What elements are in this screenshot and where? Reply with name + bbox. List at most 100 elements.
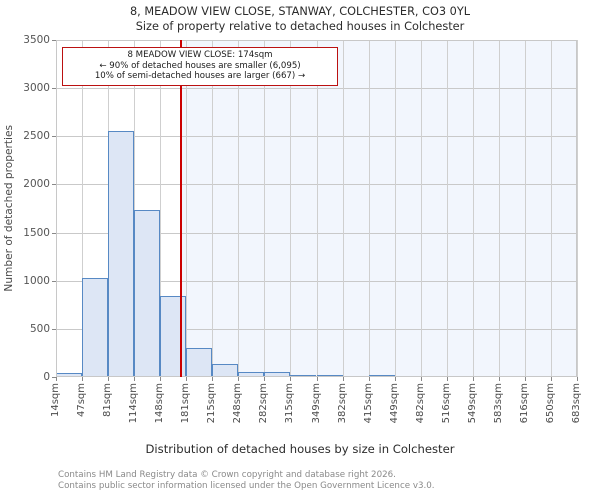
y-tick-500: 500 bbox=[29, 322, 50, 335]
x-tick-282sqm: 282sqm bbox=[258, 383, 270, 424]
x-tick-mark bbox=[160, 377, 162, 381]
gridline-v bbox=[316, 40, 318, 377]
y-tick-mark bbox=[52, 88, 56, 90]
x-tick-mark bbox=[550, 377, 552, 381]
y-tick-2500: 2500 bbox=[23, 130, 50, 143]
x-tick-mark bbox=[577, 377, 578, 381]
gridline-v bbox=[577, 40, 578, 377]
gridline-v bbox=[472, 40, 474, 377]
attribution-footer: Contains HM Land Registry data © Crown c… bbox=[58, 470, 578, 492]
gridline-v bbox=[238, 40, 240, 377]
x-tick-mark bbox=[212, 377, 214, 381]
x-tick-114sqm: 114sqm bbox=[128, 383, 140, 424]
gridline-v bbox=[524, 40, 526, 377]
y-tick-1000: 1000 bbox=[23, 274, 50, 287]
gridline-v bbox=[134, 40, 136, 377]
gridline-v bbox=[186, 40, 188, 377]
bar-349sqm bbox=[316, 375, 343, 377]
y-tick-mark bbox=[52, 328, 56, 330]
gridline-v bbox=[290, 40, 292, 377]
plot-area bbox=[56, 40, 578, 377]
gridline-v bbox=[342, 40, 344, 377]
x-tick-mark bbox=[498, 377, 500, 381]
x-tick-482sqm: 482sqm bbox=[414, 383, 426, 424]
x-tick-mark bbox=[238, 377, 240, 381]
gridline-v bbox=[498, 40, 500, 377]
chart-title-block: 8, MEADOW VIEW CLOSE, STANWAY, COLCHESTE… bbox=[0, 4, 600, 34]
x-tick-mark bbox=[472, 377, 474, 381]
x-tick-mark bbox=[134, 377, 136, 381]
property-annotation-box: 8 MEADOW VIEW CLOSE: 174sqm ← 90% of det… bbox=[62, 47, 338, 86]
bar-248sqm bbox=[238, 371, 265, 377]
y-tick-mark bbox=[52, 377, 56, 378]
x-tick-mark bbox=[368, 377, 370, 381]
gridline-v bbox=[82, 40, 84, 377]
x-tick-616sqm: 616sqm bbox=[518, 383, 530, 424]
chart-subtitle: Size of property relative to detached ho… bbox=[135, 20, 465, 33]
bar-114sqm bbox=[134, 210, 161, 377]
gridline-v bbox=[264, 40, 266, 377]
x-tick-mark bbox=[342, 377, 344, 381]
x-tick-47sqm: 47sqm bbox=[76, 383, 88, 418]
gridline-v bbox=[446, 40, 448, 377]
x-tick-mark bbox=[524, 377, 526, 381]
x-tick-mark bbox=[264, 377, 266, 381]
larger-properties-shaded-region bbox=[180, 40, 577, 377]
x-tick-14sqm: 14sqm bbox=[50, 383, 61, 418]
y-tick-mark bbox=[52, 280, 56, 282]
x-tick-mark bbox=[186, 377, 188, 381]
x-tick-181sqm: 181sqm bbox=[180, 383, 192, 424]
bar-215sqm bbox=[212, 363, 239, 377]
y-tick-mark bbox=[52, 136, 56, 138]
x-tick-148sqm: 148sqm bbox=[154, 383, 166, 424]
property-size-marker-line bbox=[179, 40, 182, 377]
annotation-smaller-share: ← 90% of detached houses are smaller (6,… bbox=[99, 60, 301, 71]
x-tick-516sqm: 516sqm bbox=[440, 383, 452, 424]
footer-line-2: Contains public sector information licen… bbox=[58, 481, 435, 491]
y-tick-3500: 3500 bbox=[23, 34, 50, 46]
x-tick-mark bbox=[108, 377, 110, 381]
bar-315sqm bbox=[290, 374, 317, 377]
gridline-v bbox=[394, 40, 396, 377]
y-tick-2000: 2000 bbox=[23, 178, 50, 191]
gridline-v bbox=[160, 40, 162, 377]
x-tick-382sqm: 382sqm bbox=[336, 383, 348, 424]
x-tick-mark bbox=[394, 377, 396, 381]
gridline-v bbox=[368, 40, 370, 377]
bar-81sqm bbox=[108, 131, 135, 377]
bar-47sqm bbox=[82, 277, 109, 377]
bar-148sqm bbox=[160, 295, 187, 377]
x-tick-mark bbox=[56, 377, 57, 381]
x-tick-315sqm: 315sqm bbox=[284, 383, 296, 424]
x-tick-215sqm: 215sqm bbox=[206, 383, 218, 424]
y-tick-3000: 3000 bbox=[23, 82, 50, 95]
x-tick-mark bbox=[420, 377, 422, 381]
bar-181sqm bbox=[186, 348, 213, 377]
x-tick-650sqm: 650sqm bbox=[544, 383, 556, 424]
bar-14sqm bbox=[56, 372, 83, 377]
x-tick-81sqm: 81sqm bbox=[102, 383, 114, 418]
x-tick-415sqm: 415sqm bbox=[362, 383, 374, 424]
x-tick-683sqm: 683sqm bbox=[571, 383, 582, 424]
x-axis-title: Distribution of detached houses by size … bbox=[145, 442, 455, 456]
gridline-v bbox=[212, 40, 214, 377]
x-tick-mark bbox=[446, 377, 448, 381]
gridline-v bbox=[420, 40, 422, 377]
y-tick-1500: 1500 bbox=[23, 226, 50, 239]
x-tick-mark bbox=[316, 377, 318, 381]
y-tick-mark bbox=[52, 232, 56, 234]
x-tick-583sqm: 583sqm bbox=[492, 383, 504, 424]
annotation-property-size: 8 MEADOW VIEW CLOSE: 174sqm bbox=[127, 50, 273, 60]
x-tick-549sqm: 549sqm bbox=[466, 383, 478, 424]
y-tick-mark bbox=[52, 184, 56, 186]
y-tick-0: 0 bbox=[43, 371, 50, 383]
footer-line-1: Contains HM Land Registry data © Crown c… bbox=[58, 470, 396, 480]
x-tick-248sqm: 248sqm bbox=[232, 383, 244, 424]
x-tick-349sqm: 349sqm bbox=[310, 383, 322, 424]
y-tick-mark bbox=[52, 40, 56, 41]
x-tick-mark bbox=[82, 377, 84, 381]
gridline-v bbox=[550, 40, 552, 377]
x-tick-mark bbox=[290, 377, 292, 381]
y-axis-tick-labels: 0 500 1000 1500 2000 2500 3000 3500 bbox=[0, 34, 50, 383]
